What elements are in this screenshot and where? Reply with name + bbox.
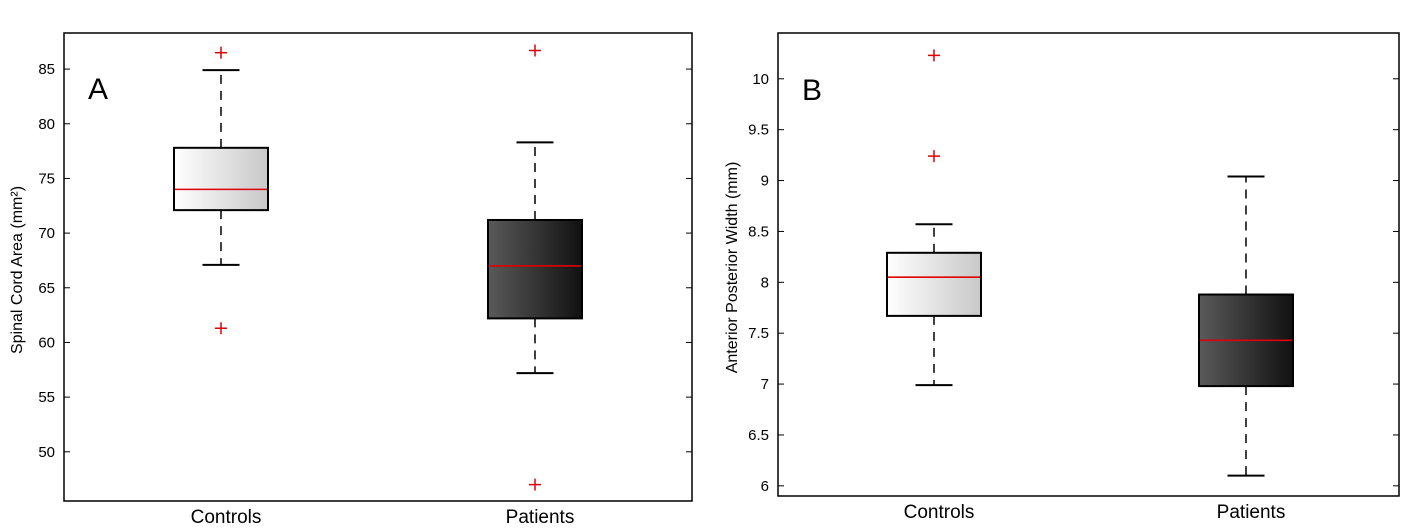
box-controls	[886, 251, 982, 317]
y-tick-label: 7.5	[748, 325, 769, 342]
y-tick-label: 8	[761, 274, 769, 291]
y-tick-label: 85	[38, 61, 55, 78]
y-tick-label: 65	[38, 280, 55, 297]
x-category-label: Controls	[904, 502, 975, 523]
panel-label: B	[802, 74, 822, 107]
y-tick-label: 6	[761, 478, 769, 495]
y-tick-label: 80	[38, 116, 55, 133]
box-patients	[487, 218, 583, 320]
y-tick-label: 6.5	[748, 427, 769, 444]
box-controls	[173, 146, 269, 212]
x-category-label: Patients	[1217, 502, 1286, 523]
y-tick-label: 70	[38, 225, 55, 242]
y-tick-label: 10	[752, 71, 769, 88]
y-tick-label: 75	[38, 170, 55, 187]
y-axis-title: Anterior Posterior Width (mm)	[724, 162, 741, 374]
y-axis-title: Spinal Cord Area (mm²)	[9, 186, 26, 354]
x-category-label: Patients	[506, 507, 575, 528]
y-tick-label: 8.5	[748, 223, 769, 240]
y-tick-label: 7	[761, 376, 769, 393]
y-tick-label: 55	[38, 389, 55, 406]
x-category-label: Controls	[191, 507, 262, 528]
plot-frame-A	[63, 32, 693, 502]
y-tick-label: 9	[761, 173, 769, 190]
y-tick-label: 9.5	[748, 122, 769, 139]
y-tick-label: 60	[38, 334, 55, 351]
y-tick-label: 50	[38, 444, 55, 461]
plot-frame-B	[777, 32, 1400, 497]
panel-label: A	[88, 73, 108, 106]
